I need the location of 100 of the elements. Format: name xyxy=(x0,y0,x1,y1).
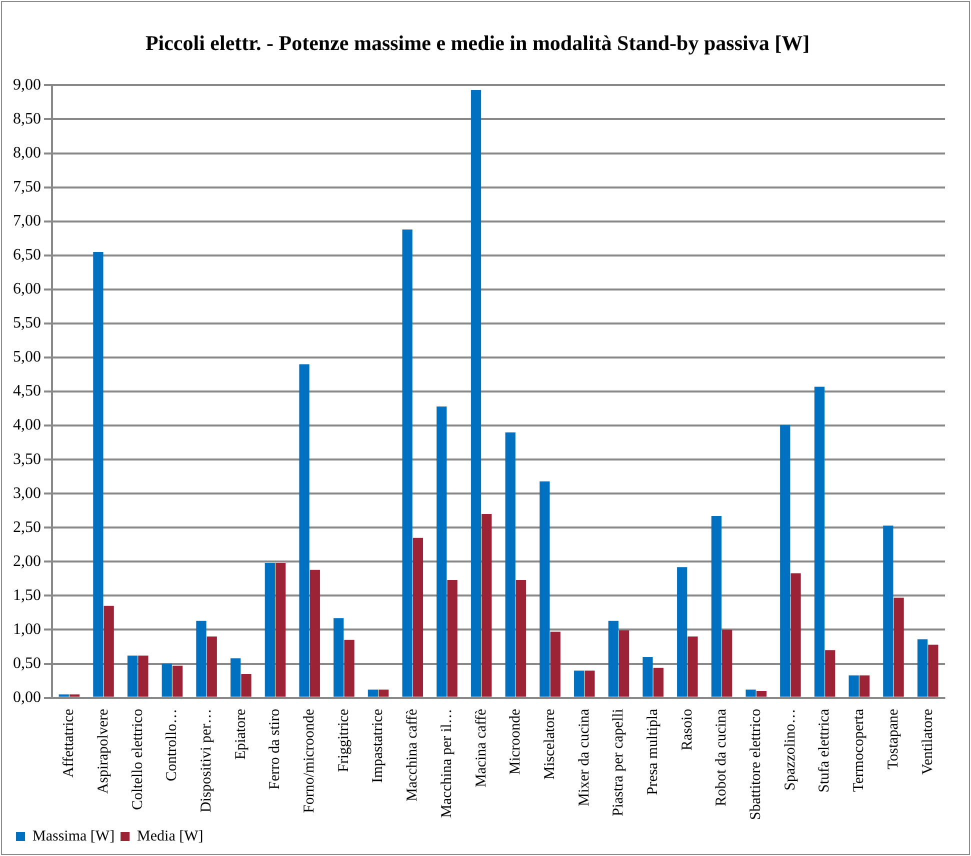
y-tick-label: 7,00 xyxy=(13,212,41,230)
bar xyxy=(310,570,320,697)
x-tick-label: Coltello elettrico xyxy=(130,708,146,810)
y-tick-label: 9,00 xyxy=(13,76,41,94)
bar xyxy=(642,656,653,697)
y-tick-label: 7,50 xyxy=(13,178,41,196)
y-tick-label: 1,00 xyxy=(13,620,41,638)
x-tick-label: Affettatrice xyxy=(61,708,78,778)
bar xyxy=(608,620,618,697)
x-tick-label: Piastra per capelli xyxy=(610,708,627,816)
bar xyxy=(516,580,526,697)
bar xyxy=(334,618,344,697)
y-tick-label: 5,00 xyxy=(13,348,41,366)
chart-title: Piccoli elettr. - Potenze massime e medie in modalità Stand-by passiva [W] xyxy=(145,31,810,56)
bar xyxy=(790,573,801,697)
y-tick-label: 4,50 xyxy=(13,382,41,400)
x-tick-label: Ventilatore xyxy=(920,708,936,775)
bar xyxy=(848,675,859,697)
x-tick-label: Macchina per il… xyxy=(438,708,455,818)
x-tick-label: Miscelatore xyxy=(542,708,558,780)
x-tick-label: Microonde xyxy=(508,708,524,775)
x-tick-label: Sbattitore elettrico xyxy=(748,708,764,820)
bar xyxy=(412,538,424,697)
bar xyxy=(172,666,183,697)
x-tick-label: Epiatore xyxy=(232,708,249,760)
x-tick-label: Impastatrice xyxy=(370,708,386,783)
legend-label: Media [W] xyxy=(137,828,204,844)
bar xyxy=(104,606,114,697)
bar xyxy=(688,636,698,697)
bar xyxy=(378,690,389,697)
bar xyxy=(299,364,310,697)
y-tick-label: 6,00 xyxy=(13,280,41,298)
bar xyxy=(230,658,241,697)
bar xyxy=(746,690,756,697)
bar xyxy=(584,670,595,697)
bar xyxy=(264,563,275,697)
bar xyxy=(780,424,790,697)
bar xyxy=(368,690,378,697)
bar xyxy=(618,630,630,697)
bar xyxy=(883,526,894,697)
x-tick-label: Controllo… xyxy=(164,708,180,782)
y-tick-label: 5,50 xyxy=(13,314,41,332)
bar xyxy=(814,386,825,697)
bar xyxy=(447,580,458,697)
x-tick-label: Termocoperta xyxy=(851,708,868,792)
y-tick-label: 2,00 xyxy=(13,552,41,570)
bar xyxy=(722,630,732,697)
x-tick-label: Macchina caffè xyxy=(404,708,421,802)
bar xyxy=(825,650,836,697)
bar xyxy=(917,639,928,697)
bar xyxy=(505,432,516,697)
bar xyxy=(677,567,688,697)
x-tick-label: Dispositivi per… xyxy=(198,708,214,813)
y-tick-label: 0,00 xyxy=(13,688,41,706)
x-tick-label: Tostapane xyxy=(885,708,902,770)
x-tick-label: Rasoio xyxy=(679,708,696,750)
y-tick-label: 6,50 xyxy=(13,246,41,264)
bar xyxy=(58,694,69,697)
x-tick-label: Robot da cucina xyxy=(714,708,730,806)
bar xyxy=(93,252,104,697)
y-tick-label: 2,50 xyxy=(13,518,41,536)
y-tick-label: 3,50 xyxy=(13,450,41,468)
bar xyxy=(196,620,206,697)
y-tick-label: 0,50 xyxy=(13,654,41,672)
bar xyxy=(344,640,354,697)
bar xyxy=(69,694,80,697)
bar xyxy=(402,230,412,697)
bar xyxy=(162,664,172,697)
legend-label: Massima [W] xyxy=(32,828,115,844)
x-tick-label: Stufa elettrica xyxy=(816,708,833,793)
x-tick-label: Friggitrice xyxy=(336,708,352,772)
bar xyxy=(241,674,252,697)
bar xyxy=(482,514,492,697)
y-tick-label: 8,00 xyxy=(13,144,41,162)
bar xyxy=(550,632,560,697)
x-tick-label: Ferro da stiro xyxy=(267,708,284,790)
bar xyxy=(859,675,870,697)
bar xyxy=(653,668,664,697)
x-tick-label: Presa multipla xyxy=(644,708,661,796)
x-tick-label: Forno/microonde xyxy=(302,708,318,813)
x-tick-label: Aspirapolvere xyxy=(95,708,112,794)
bar xyxy=(928,644,938,697)
x-tick-label: Spazzolino… xyxy=(782,708,798,790)
bar xyxy=(540,481,550,697)
y-tick-label: 4,00 xyxy=(13,416,41,434)
bar xyxy=(436,406,447,697)
y-tick-label: 1,50 xyxy=(13,586,41,604)
bar xyxy=(756,690,766,697)
x-tick-label: Mixer da cucina xyxy=(576,708,592,806)
bar xyxy=(127,656,138,697)
bar xyxy=(138,656,148,697)
bar xyxy=(711,516,722,697)
bar xyxy=(470,90,482,697)
bar xyxy=(206,636,217,697)
bar xyxy=(276,563,286,697)
x-tick-label: Macina caffè xyxy=(473,708,490,788)
y-tick-label: 8,50 xyxy=(13,110,41,128)
bar xyxy=(894,598,904,697)
bar xyxy=(574,670,584,697)
y-tick-label: 3,00 xyxy=(13,484,41,502)
